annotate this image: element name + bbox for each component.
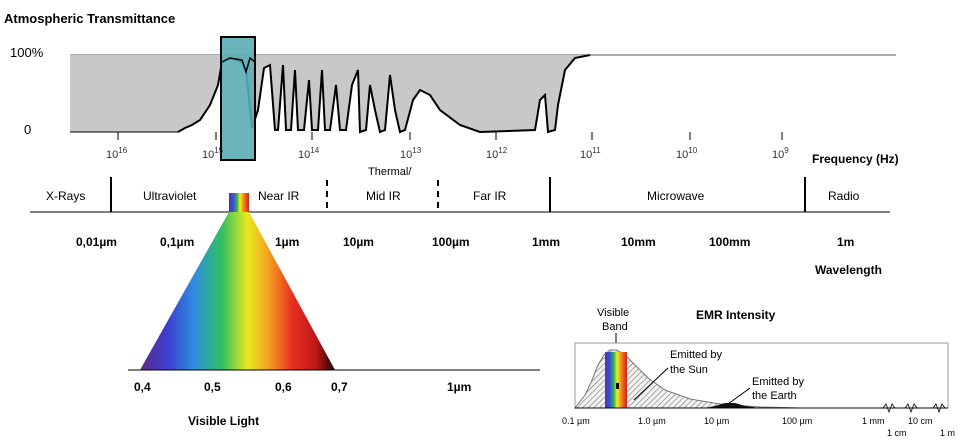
- visible-band-label-2: Band: [602, 321, 628, 333]
- emr-tick-low: 1 cm: [887, 428, 907, 438]
- emr-intensity-inset: EMR Intensity Visible Band Emitted by th…: [562, 307, 955, 438]
- wavelength-tick: 1m: [837, 235, 854, 249]
- freq-tick: 1014: [298, 146, 320, 161]
- earth-pointer: [727, 387, 751, 405]
- sun-pointer: [633, 367, 669, 401]
- visible-band-label-1: Visible: [597, 307, 629, 319]
- wavelength-tick: 10mm: [621, 235, 656, 249]
- band-xrays: X-Rays: [46, 189, 85, 203]
- sun-label-1: Emitted by: [670, 349, 722, 361]
- visible-light-label: Visible Light: [188, 414, 259, 428]
- emr-tick-low: 1 m: [940, 428, 955, 438]
- band-radio: Radio: [828, 189, 860, 203]
- wavelength-label: Wavelength: [815, 263, 882, 277]
- visible-tick: 0,4: [134, 380, 151, 394]
- emr-tick: 10 cm: [908, 416, 933, 426]
- band-far-ir: Far IR: [473, 189, 507, 203]
- emr-visible-band: [605, 352, 627, 408]
- atmos-title: Atmospheric Transmittance: [4, 11, 175, 26]
- band-strip: Thermal/ X-Rays Ultraviolet Near IR Mid …: [30, 166, 890, 213]
- transmittance-area: [70, 55, 590, 132]
- freq-tick: 1016: [106, 146, 128, 161]
- band-ultraviolet: Ultraviolet: [143, 189, 197, 203]
- emr-title: EMR Intensity: [696, 308, 776, 322]
- freq-tick: 1015: [202, 146, 224, 161]
- freq-tick: 109: [772, 146, 789, 161]
- frequency-label: Frequency (Hz): [812, 152, 899, 166]
- visible-tick: 1µm: [447, 380, 471, 394]
- earth-label-2: the Earth: [752, 390, 797, 402]
- earth-emission-curve: [705, 403, 760, 408]
- atmos-y-top-label: 100%: [10, 45, 44, 60]
- band-microwave: Microwave: [647, 189, 705, 203]
- wavelength-tick: 10µm: [343, 235, 374, 249]
- band-mid-ir: Mid IR: [366, 189, 401, 203]
- frequency-axis: 1016 1015 1014 1013 1012 1011 1010 109 F…: [106, 132, 899, 166]
- atmos-plot: [70, 36, 896, 161]
- visible-tick: 0,7: [331, 380, 348, 394]
- visible-tick: 0,5: [204, 380, 221, 394]
- band-near-ir: Near IR: [258, 189, 300, 203]
- wavelength-tick: 1µm: [275, 235, 299, 249]
- wavelength-tick: 0,1µm: [160, 235, 194, 249]
- visible-band-strip: [229, 193, 249, 212]
- wavelength-axis: 0,01µm 0,1µm 1µm 10µm 100µm 1mm 10mm 100…: [76, 235, 882, 277]
- emr-tick: 1 mm: [862, 416, 885, 426]
- wavelength-tick: 1mm: [532, 235, 560, 249]
- freq-tick: 1011: [580, 146, 601, 161]
- emr-tick: 10 µm: [704, 416, 729, 426]
- visible-window-highlight: [220, 36, 256, 161]
- wavelength-tick: 100mm: [709, 235, 750, 249]
- freq-tick: 1013: [400, 146, 422, 161]
- visible-spectrum-fan: [140, 212, 335, 370]
- sun-label-2: the Sun: [670, 364, 708, 376]
- wavelength-tick: 0,01µm: [76, 235, 117, 249]
- thermal-label: Thermal/: [368, 166, 412, 178]
- emr-tick: 100 µm: [782, 416, 812, 426]
- freq-tick: 1010: [676, 146, 698, 161]
- atmos-y-bottom-label: 0: [24, 122, 31, 137]
- emr-tick: 0.1 µm: [562, 416, 590, 426]
- visible-light-fan: 0,4 0,5 0,6 0,7 1µm Visible Light: [128, 212, 540, 428]
- emr-tick: 1.0 µm: [638, 416, 666, 426]
- wavelength-tick: 100µm: [432, 235, 470, 249]
- visible-tick: 0,6: [275, 380, 292, 394]
- earth-label-1: Emitted by: [752, 376, 804, 388]
- freq-tick: 1012: [486, 146, 508, 161]
